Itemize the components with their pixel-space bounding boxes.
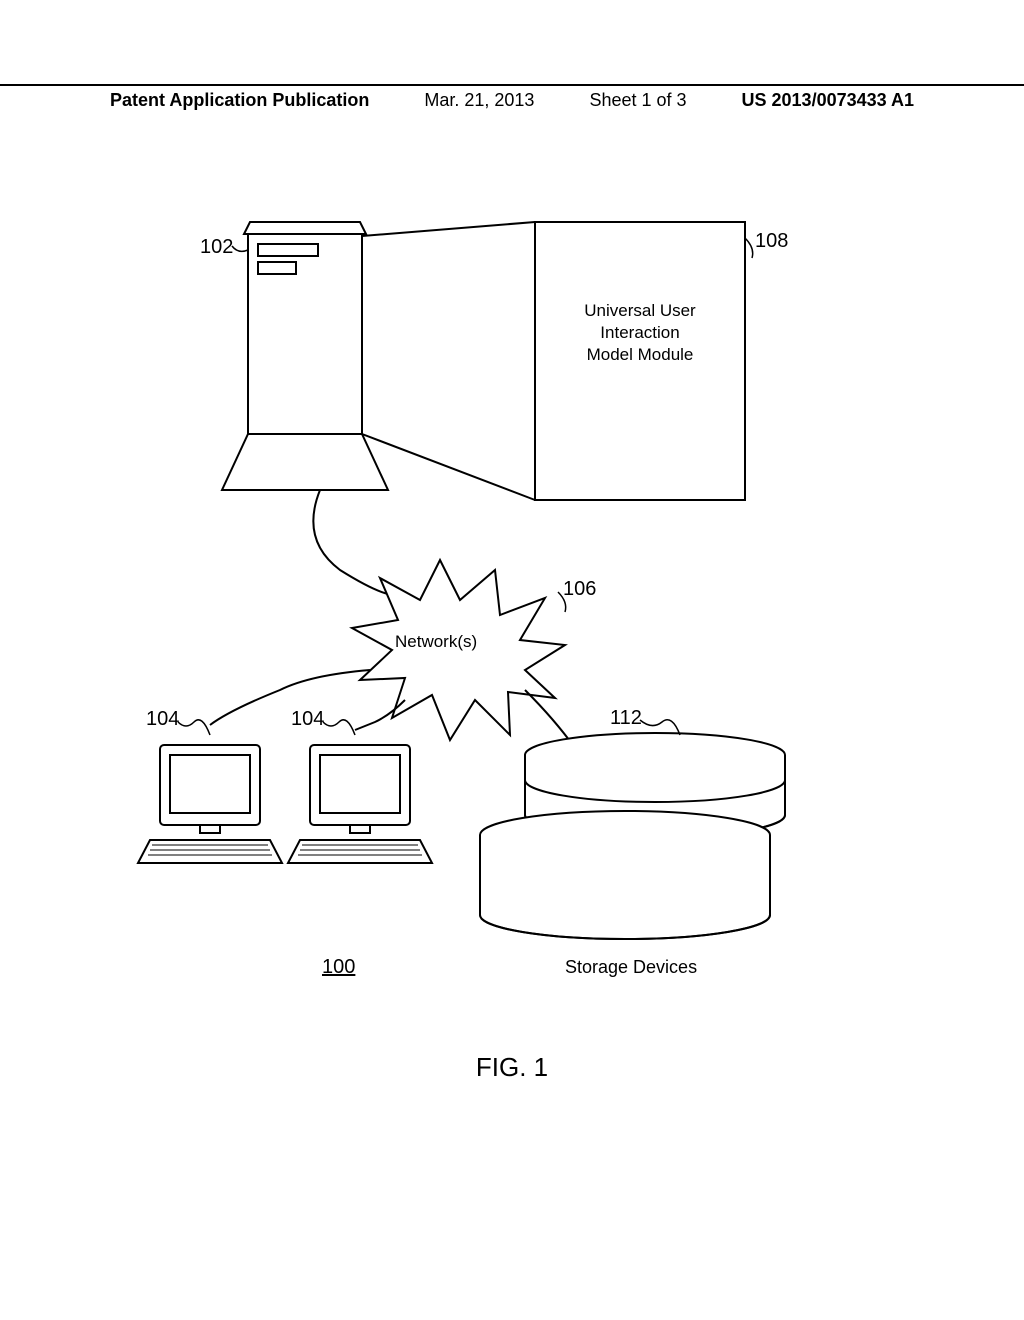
module-label: Universal User Interaction Model Module [560, 300, 720, 366]
figure-caption: FIG. 1 [0, 1052, 1024, 1083]
page-header: Patent Application Publication Mar. 21, … [0, 84, 1024, 111]
ref-104-a: 104 [146, 708, 179, 731]
sheet-number: Sheet 1 of 3 [589, 90, 686, 111]
ref-102: 102 [200, 236, 233, 259]
storage-label: Storage Devices [565, 957, 697, 978]
ref-104-b: 104 [291, 708, 324, 731]
figure-reference-number: 100 [322, 956, 355, 979]
publication-date: Mar. 21, 2013 [424, 90, 534, 111]
ref-106: 106 [563, 578, 596, 601]
publication-number: US 2013/0073433 A1 [742, 90, 914, 111]
ref-108: 108 [755, 230, 788, 253]
ref-112: 112 [610, 707, 642, 730]
figure-1-diagram: 102 108 106 104 104 112 Universal User I… [0, 200, 1024, 1100]
publication-type: Patent Application Publication [110, 90, 369, 111]
network-label: Network(s) [395, 632, 477, 652]
